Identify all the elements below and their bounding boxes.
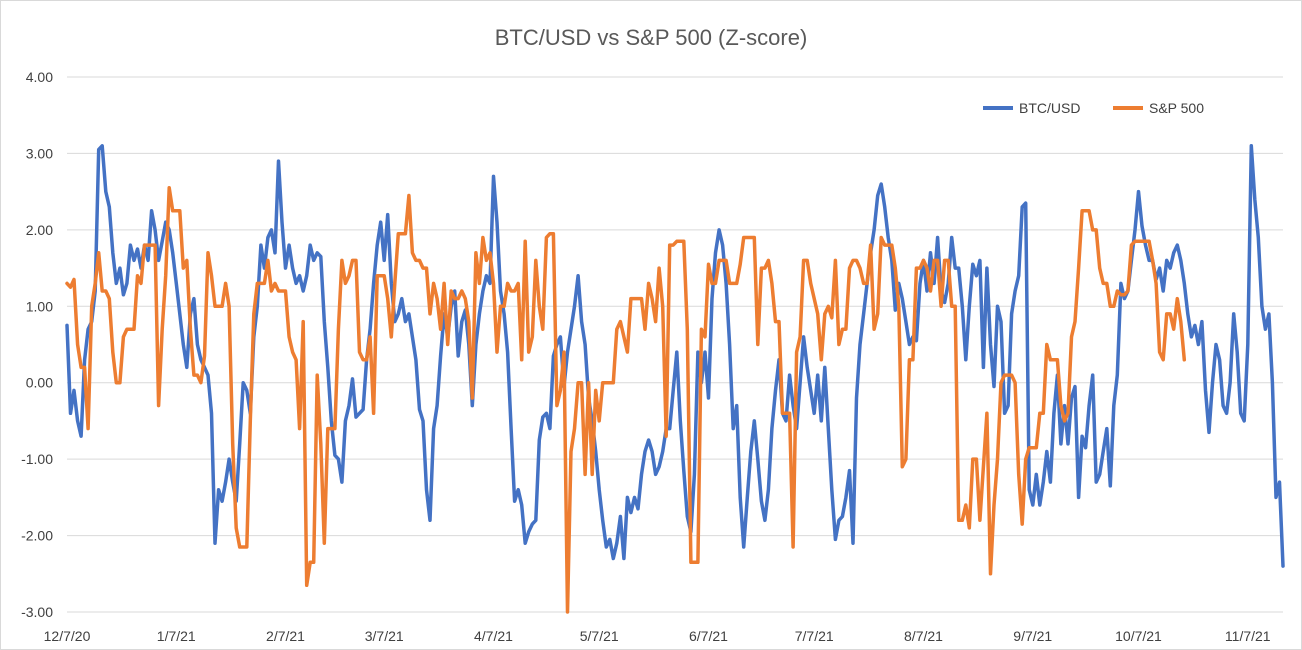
- x-tick-label: 2/7/21: [266, 628, 305, 644]
- series-lines: [65, 144, 1285, 614]
- x-tick-label: 9/7/21: [1013, 628, 1052, 644]
- x-tick-label: 1/7/21: [157, 628, 196, 644]
- x-tick-label: 12/7/20: [44, 628, 91, 644]
- y-tick-label: 4.00: [26, 69, 53, 85]
- x-tick-label: 5/7/21: [580, 628, 619, 644]
- y-tick-label: 1.00: [26, 298, 53, 314]
- chart-title: BTC/USD vs S&P 500 (Z-score): [495, 25, 808, 50]
- legend-label-btc-usd: BTC/USD: [1019, 100, 1080, 116]
- y-tick-label: -1.00: [21, 451, 53, 467]
- y-tick-label: -2.00: [21, 528, 53, 544]
- y-tick-label: 0.00: [26, 375, 53, 391]
- x-axis-tick-labels: 12/7/20 1/7/21 2/7/21 3/7/21 4/7/21 5/7/21 6/7…: [44, 628, 1271, 644]
- y-axis-tick-labels: 4.00 3.00 2.00 1.00 0.00 -1.00 -2.00 -3.00: [21, 69, 53, 620]
- legend-label-sp500: S&P 500: [1149, 100, 1204, 116]
- x-tick-label: 6/7/21: [689, 628, 728, 644]
- y-tick-label: -3.00: [21, 604, 53, 620]
- x-tick-label: 11/7/21: [1225, 628, 1271, 644]
- x-tick-label: 4/7/21: [474, 628, 513, 644]
- x-tick-label: 3/7/21: [365, 628, 404, 644]
- gridlines: [67, 76, 1283, 613]
- y-tick-label: 2.00: [26, 222, 53, 238]
- y-tick-label: 3.00: [26, 145, 53, 161]
- x-tick-label: 7/7/21: [795, 628, 834, 644]
- x-tick-label: 10/7/21: [1115, 628, 1162, 644]
- series-line-btc-usd: [65, 144, 1285, 568]
- series-line-sp500: [65, 186, 1187, 614]
- legend: BTC/USD S&P 500: [983, 100, 1204, 116]
- x-tick-label: 8/7/21: [904, 628, 943, 644]
